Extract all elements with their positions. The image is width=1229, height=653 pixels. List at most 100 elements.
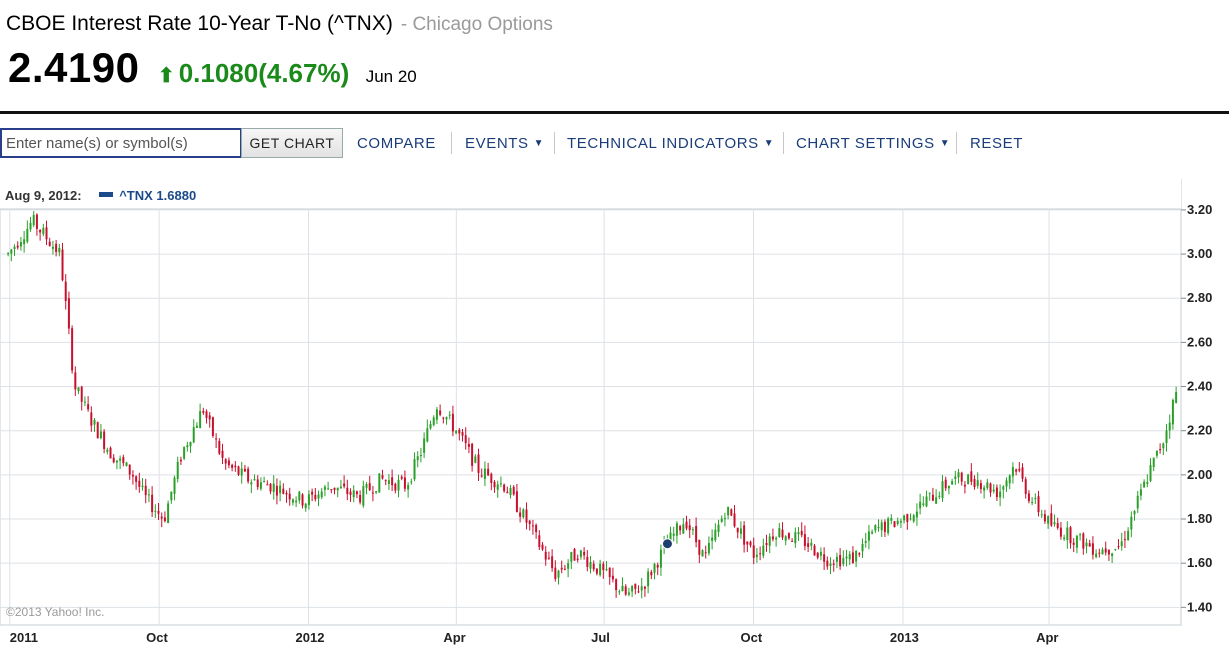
candle-body (423, 438, 426, 453)
candle-body (576, 558, 579, 560)
technical-indicators-menu[interactable]: TECHNICAL INDICATORS ▼ (567, 135, 774, 152)
candle-body (106, 449, 109, 452)
events-menu[interactable]: EVENTS ▼ (465, 135, 544, 152)
candle-body (138, 480, 141, 487)
candle-body (605, 569, 608, 571)
candle-body (144, 485, 147, 496)
candle-body (163, 517, 166, 522)
candle-body (115, 460, 118, 463)
candle-body (944, 479, 947, 489)
candle-body (627, 592, 630, 595)
candle-body (515, 491, 518, 512)
candle-body (781, 529, 784, 538)
candle-body (61, 249, 64, 281)
candle-body (23, 239, 26, 245)
candle-body (195, 425, 198, 428)
x-tick-label: 2011 (10, 630, 38, 645)
candle-body (93, 420, 96, 425)
candle-body (26, 228, 29, 242)
candle-body (835, 556, 838, 562)
candle-body (29, 222, 32, 230)
candle-body (551, 556, 554, 569)
candle-body (765, 542, 768, 546)
candle-body (915, 511, 918, 518)
candle-body (167, 503, 170, 524)
candle-body (730, 509, 733, 516)
candle-body (599, 563, 602, 576)
candle-body (1040, 514, 1043, 516)
candle-body (695, 525, 698, 543)
y-tick-label: 2.00 (1187, 467, 1212, 482)
hover-marker (661, 538, 673, 550)
candle-body (935, 497, 938, 504)
candle-body (698, 539, 701, 555)
candle-body (877, 527, 880, 529)
candle-body (573, 548, 576, 561)
candle-body (391, 477, 394, 486)
candle-body (266, 484, 269, 486)
candle-body (323, 486, 326, 490)
candle-body (749, 541, 752, 546)
y-tick-label: 3.00 (1187, 246, 1212, 261)
candle-body (589, 561, 592, 569)
candle-body (1114, 549, 1117, 551)
candle-body (80, 386, 83, 402)
exchange-name: - Chicago Options (400, 14, 553, 35)
x-tick-label: Oct (741, 630, 763, 645)
chart-settings-menu[interactable]: CHART SETTINGS ▼ (796, 135, 950, 152)
candle-body (1107, 549, 1110, 555)
get-chart-button[interactable]: GET CHART (241, 128, 343, 158)
candle-body (509, 488, 512, 495)
candle-body (330, 489, 333, 491)
candle-body (855, 550, 858, 562)
candle-body (346, 487, 349, 495)
compare-link[interactable]: COMPARE (357, 135, 436, 152)
candle-body (813, 545, 816, 556)
candle-body (205, 411, 208, 418)
candle-body (925, 496, 928, 507)
change-value: 0.1080 (178, 58, 259, 88)
symbol-search-input[interactable] (0, 128, 242, 158)
security-name: CBOE Interest Rate 10-Year T-No (^TNX) (6, 12, 393, 35)
candle-body (240, 468, 243, 476)
candle-body (499, 483, 502, 485)
candle-body (557, 570, 560, 578)
candle-body (71, 328, 74, 371)
candle-body (279, 485, 282, 494)
candle-body (999, 491, 1002, 498)
candle-body (1085, 542, 1088, 547)
y-tick-label: 2.60 (1187, 334, 1212, 349)
reset-link[interactable]: RESET (970, 135, 1024, 152)
candle-body (519, 512, 522, 517)
price-chart[interactable]: 3.20 3.00 2.80 2.60 2.40 2.20 2.00 1.80 1.60 1.40… (0, 179, 1229, 653)
candle-body (922, 503, 925, 505)
candle-body (288, 493, 291, 500)
candle-body (87, 404, 90, 410)
candle-body (179, 459, 182, 462)
candle-body (755, 554, 758, 557)
candle-body (490, 473, 493, 483)
quote-title: CBOE Interest Rate 10-Year T-No (^TNX) - … (6, 12, 553, 36)
candle-body (477, 454, 480, 473)
up-arrow-icon: ⬆ (157, 65, 175, 87)
candle-body (317, 494, 320, 499)
candle-body (743, 525, 746, 545)
candle-body (541, 544, 544, 550)
candle-body (800, 530, 803, 536)
candle-body (218, 440, 221, 454)
candle-body (1047, 516, 1050, 524)
candle-body (32, 214, 35, 226)
candle-body (122, 457, 125, 464)
candle-body (362, 486, 365, 506)
candle-body (848, 554, 851, 560)
last-price: 2.4190 (8, 44, 140, 91)
candle-body (1066, 527, 1069, 541)
legend-series-label: ^TNX 1.6880 (119, 188, 197, 203)
candle-body (208, 415, 211, 420)
candle-body (1002, 486, 1005, 490)
candle-body (778, 528, 781, 538)
candle-body (128, 464, 131, 475)
candle-body (250, 482, 253, 485)
candle-body (963, 484, 966, 487)
candle-body (311, 491, 314, 495)
